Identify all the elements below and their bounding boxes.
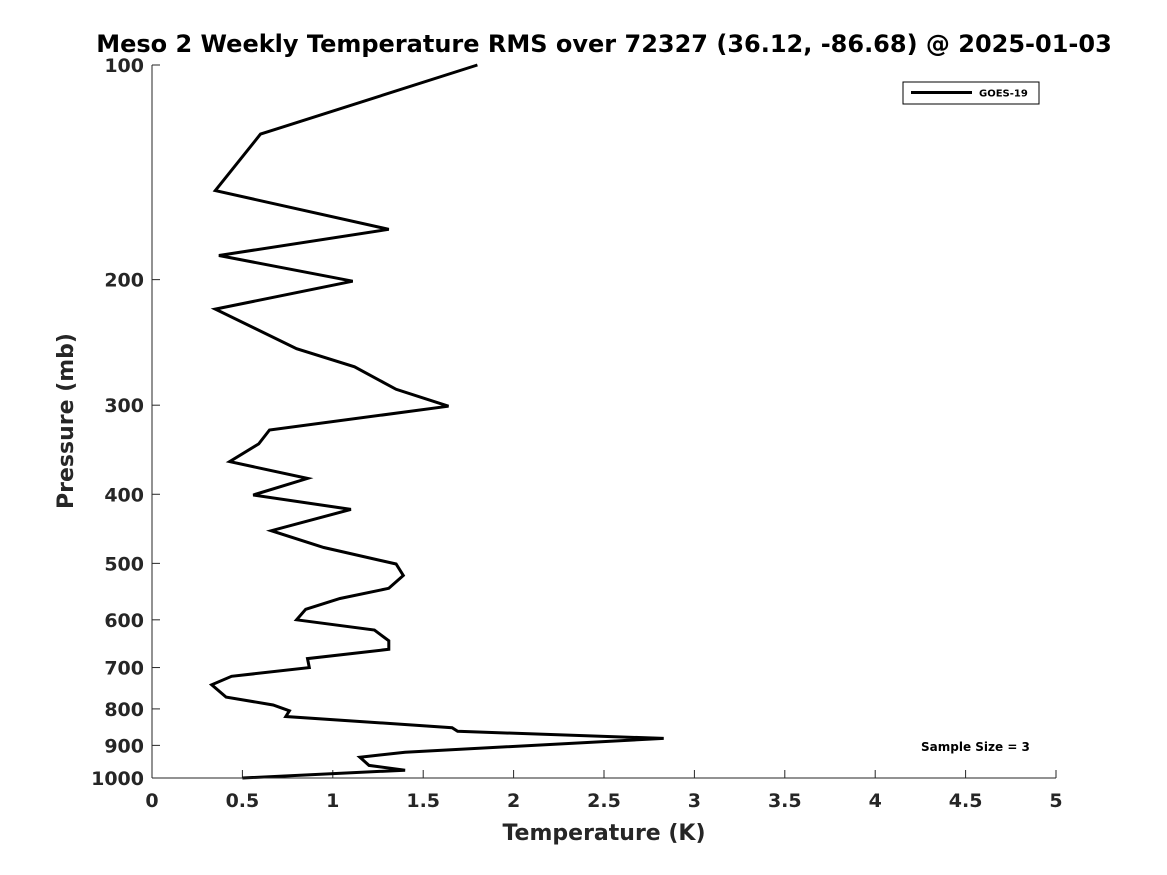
x-tick-label: 1 [326, 790, 339, 812]
y-axis-label: Pressure (mb) [54, 333, 79, 509]
y-tick-label: 400 [104, 484, 144, 506]
x-tick-label: 0.5 [226, 790, 260, 812]
x-tick-label: 0 [145, 790, 158, 812]
y-tick-label: 300 [104, 395, 144, 417]
y-tick-label: 600 [104, 610, 144, 632]
y-tick-label: 200 [104, 270, 144, 292]
y-tick-label: 700 [104, 658, 144, 680]
legend: GOES-19 [902, 81, 1040, 105]
y-axis-ticks: 100 200 300 400 500 600 700 800 900 1000 [91, 55, 160, 790]
x-tick-label: 2.5 [587, 790, 621, 812]
legend-label: GOES-19 [979, 89, 1028, 100]
x-tick-label: 4 [869, 790, 882, 812]
y-tick-label: 100 [104, 55, 144, 77]
series-layer [208, 63, 664, 780]
x-tick-label: 4.5 [949, 790, 983, 812]
x-axis-ticks: 0 0.5 1 1.5 2 2.5 3 3.5 4 4.5 5 [145, 770, 1063, 812]
x-axis-label: Temperature (K) [502, 821, 705, 846]
chart-title: Meso 2 Weekly Temperature RMS over 72327… [96, 30, 1112, 58]
y-tick-label: 500 [104, 553, 144, 575]
x-tick-label: 3.5 [768, 790, 802, 812]
sample-size-annotation: Sample Size = 3 [921, 740, 1030, 754]
x-tick-label: 1.5 [406, 790, 440, 812]
y-tick-label: 900 [104, 735, 144, 757]
y-tick-label: 800 [104, 699, 144, 721]
x-tick-label: 2 [507, 790, 520, 812]
x-tick-label: 5 [1049, 790, 1062, 812]
x-tick-label: 3 [688, 790, 701, 812]
y-tick-label: 1000 [91, 768, 144, 790]
series-line-goes-19 [208, 63, 664, 780]
